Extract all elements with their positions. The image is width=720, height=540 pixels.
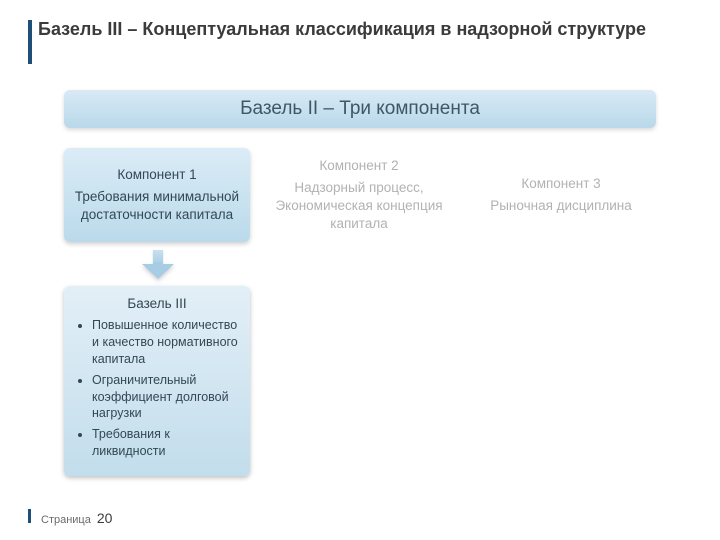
arrow-down-icon: [142, 250, 174, 280]
footer-accent-bar: [28, 509, 31, 523]
slide-title: Базель III – Концептуальная классификаци…: [38, 18, 658, 41]
basel3-detail-box: Базель III Повышенное количество и качес…: [64, 286, 250, 476]
pillar-1-box: Компонент 1 Требования минимальной доста…: [64, 148, 250, 242]
pillars-row: Компонент 1 Требования минимальной доста…: [64, 148, 656, 242]
basel3-detail-list: Повышенное количество и качество нормати…: [74, 317, 240, 460]
footer-page-number: 20: [97, 510, 113, 526]
pillar-3-label: Компонент 3: [521, 175, 600, 193]
basel3-item-3: Требования к ликвидности: [92, 426, 240, 460]
pillar-3-box: Компонент 3 Рыночная дисциплина: [468, 148, 654, 242]
diagram-header-box: Базель II – Три компонента: [64, 90, 656, 128]
pillar-2-desc: Надзорный процесс, Экономическая концепц…: [274, 179, 444, 234]
basel3-detail-title: Базель III: [74, 296, 240, 311]
basel3-item-2: Ограничительный коэффициент долговой наг…: [92, 372, 240, 423]
basel3-item-1: Повышенное количество и качество нормати…: [92, 317, 240, 368]
footer-label: Страница: [41, 514, 91, 526]
title-accent-bar: [28, 20, 32, 64]
pillar-1-label: Компонент 1: [117, 166, 196, 184]
slide: Базель III – Концептуальная классификаци…: [0, 0, 720, 540]
slide-footer: Страница 20: [28, 509, 112, 526]
diagram-header-text: Базель II – Три компонента: [240, 98, 480, 120]
pillar-1-desc: Требования минимальной достаточности кап…: [72, 188, 242, 224]
pillar-3-desc: Рыночная дисциплина: [490, 197, 632, 215]
pillar-2-box: Компонент 2 Надзорный процесс, Экономиче…: [266, 148, 452, 242]
pillar-2-label: Компонент 2: [319, 157, 398, 175]
